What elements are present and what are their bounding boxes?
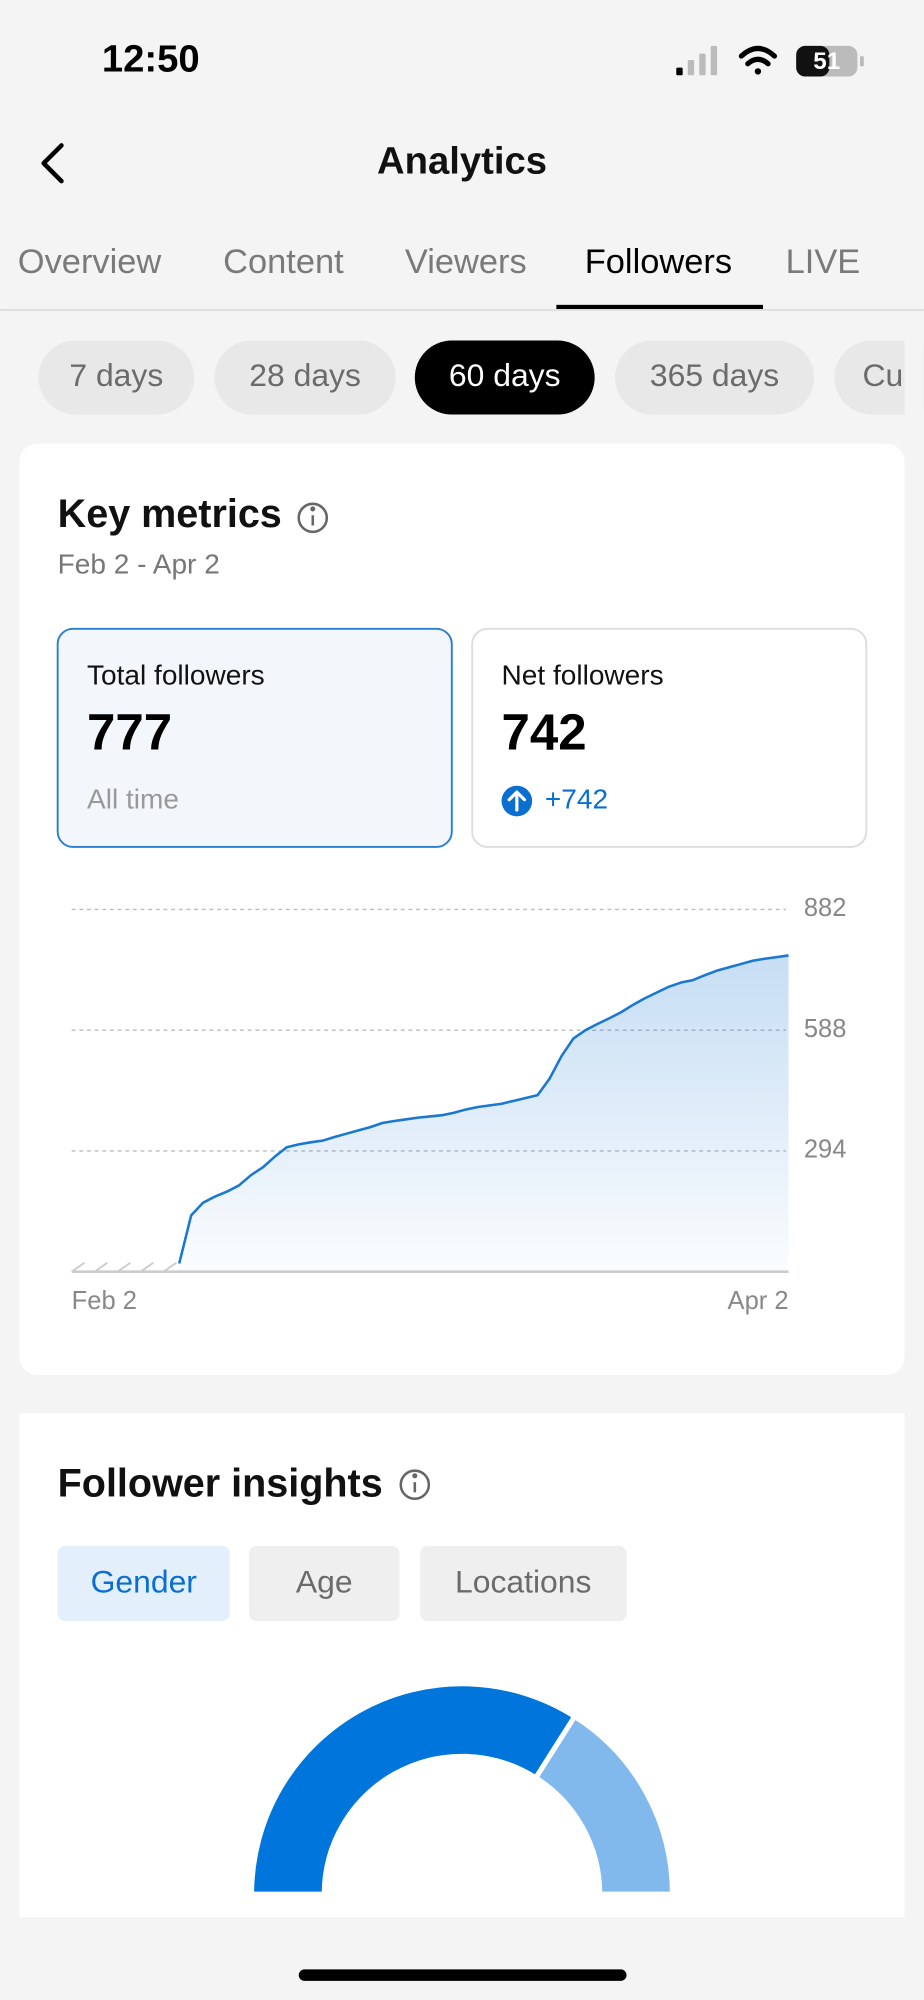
tab[interactable]: LIVE [786, 243, 861, 281]
no-data-hatch [71, 1261, 177, 1273]
metric-card[interactable] [471, 627, 868, 848]
range-pill[interactable] [834, 340, 924, 415]
range-label: 28 days [249, 357, 361, 393]
y-tick-label: 294 [804, 1136, 847, 1164]
up-arrow-icon [501, 785, 533, 817]
metric-label: Total followers [87, 660, 265, 691]
metric-value: 777 [87, 703, 172, 760]
insight-tab[interactable] [419, 1545, 627, 1622]
range-label: 60 days [449, 357, 561, 393]
home-indicator [298, 1969, 627, 1981]
tab-indicator [556, 304, 764, 310]
metric-card[interactable] [56, 627, 453, 848]
y-tick-label: 882 [804, 894, 847, 922]
followers-chart: 294 588 882 Feb 2 Apr 2 [71, 894, 847, 1315]
insight-tab-label: Age [296, 1564, 353, 1600]
range-pill[interactable] [214, 340, 396, 415]
date-range: Feb 2 - Apr 2 [58, 549, 220, 580]
range-pill[interactable] [615, 340, 815, 415]
gender-chart [248, 1681, 676, 1897]
insight-tab[interactable] [248, 1545, 400, 1622]
insight-tab-label: Gender [91, 1564, 198, 1600]
section-title: Key metrics [58, 492, 282, 536]
tab[interactable]: Content [223, 243, 344, 281]
status-time: 12:50 [102, 37, 200, 80]
metric-note: All time [87, 783, 179, 814]
section-title: Follower insights [58, 1461, 383, 1505]
insight-tab[interactable] [57, 1545, 230, 1622]
range-pill[interactable] [38, 340, 195, 415]
edge-mask [904, 331, 924, 421]
tab-bar: Overview Content Viewers Followers LIVE [18, 243, 860, 310]
metric-change: +742 [545, 783, 608, 814]
card-corner [19, 1413, 905, 1452]
signal-icon [676, 45, 718, 76]
follower-insights-card [19, 1413, 905, 1918]
x-tick-label: Apr 2 [728, 1287, 789, 1315]
back-button[interactable] [41, 143, 64, 184]
tab[interactable]: Overview [18, 243, 162, 281]
battery-icon: 51 [796, 45, 864, 77]
tab[interactable]: Followers [585, 243, 732, 281]
wifi-icon [738, 45, 778, 75]
range-label: Cu [863, 357, 904, 393]
area [179, 955, 789, 1272]
range-pill[interactable] [414, 340, 595, 415]
metric-value: 742 [502, 703, 587, 760]
range-label: 7 days [69, 357, 163, 393]
donut-segment [532, 1712, 676, 1897]
line [177, 954, 789, 1264]
range-selector: 7 days 28 days 60 days 365 days Cu [38, 331, 924, 421]
x-tick-label: Feb 2 [72, 1287, 137, 1315]
donut-segment [248, 1681, 579, 1897]
range-label: 365 days [650, 357, 779, 393]
metric-label: Net followers [502, 660, 664, 691]
page-title: Analytics [377, 139, 547, 182]
info-icon[interactable] [297, 502, 329, 534]
battery-level: 51 [813, 48, 840, 75]
insight-tab-label: Locations [455, 1564, 591, 1600]
insight-tabs: Gender Age Locations [57, 1545, 627, 1622]
info-icon[interactable] [399, 1469, 431, 1500]
tab[interactable]: Viewers [405, 243, 527, 281]
y-tick-label: 588 [804, 1015, 847, 1043]
